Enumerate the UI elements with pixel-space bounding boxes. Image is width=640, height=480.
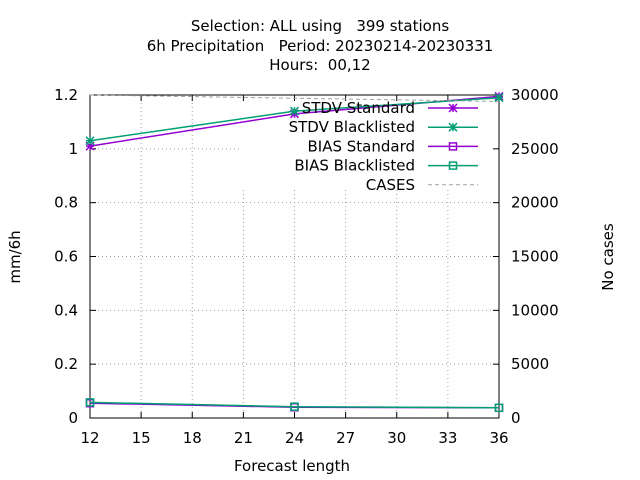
x-tick-label: 15 [132, 429, 151, 447]
star-marker [85, 136, 95, 146]
y2-tick-label: 20000 [511, 194, 559, 212]
y-tick-label: 0 [68, 409, 78, 427]
series-line-cases [89, 94, 500, 102]
legend-label: STDV Blacklisted [289, 118, 415, 136]
x-tick-label: 33 [438, 429, 457, 447]
x-tick-label: 18 [183, 429, 202, 447]
x-axis-label: Forecast length [234, 457, 350, 475]
y-tick-label: 0.2 [54, 355, 78, 373]
legend-item: BIAS Blacklisted [294, 157, 478, 175]
y2-tick-label: 25000 [511, 140, 559, 158]
square-marker [494, 403, 504, 413]
y2-tick-label: 0 [511, 409, 521, 427]
legend-item: STDV Blacklisted [289, 118, 478, 136]
chart-title-line-2: 6h Precipitation Period: 20230214-202303… [146, 37, 494, 55]
y2-tick-label: 30000 [511, 86, 559, 104]
x-tick-label: 30 [387, 429, 406, 447]
square-marker [448, 142, 458, 151]
x-tick-label: 12 [80, 429, 99, 447]
y-axis-label: mm/6h [6, 230, 24, 283]
legend-label: CASES [366, 176, 415, 194]
square-marker [85, 398, 95, 407]
square-marker [448, 161, 458, 170]
star-marker [448, 103, 458, 113]
legend-item: BIAS Standard [307, 137, 478, 155]
legend-label: BIAS Standard [307, 137, 415, 155]
x-tick-label: 21 [234, 429, 253, 447]
x-tick-label: 27 [336, 429, 355, 447]
y2-tick-label: 15000 [511, 248, 559, 266]
legend-label: STDV Standard [302, 99, 415, 117]
y-tick-label: 0.6 [54, 248, 78, 266]
x-tick-label: 24 [285, 429, 304, 447]
y2-axis-label: No cases [599, 223, 617, 291]
y2-tick-label: 10000 [511, 301, 559, 319]
y-tick-label: 1.2 [54, 86, 78, 104]
series-line-bias-blacklisted [89, 401, 500, 409]
y-tick-label: 0.8 [54, 194, 78, 212]
y-tick-label: 0.4 [54, 301, 78, 319]
y2-tick-label: 5000 [511, 355, 549, 373]
chart-title-line-1: Selection: ALL using 399 stations [190, 17, 450, 35]
square-marker [290, 402, 299, 411]
legend-item: STDV Standard [302, 99, 478, 117]
star-marker [494, 93, 504, 103]
x-tick-label: 36 [489, 429, 508, 447]
y-tick-label: 1 [68, 140, 78, 158]
chart-title-line-3: Hours: 00,12 [269, 56, 371, 74]
star-marker [289, 106, 300, 116]
legend-label: BIAS Blacklisted [294, 157, 415, 175]
plot-frame [89, 94, 500, 419]
legend-item: CASES [366, 176, 478, 194]
star-marker [448, 122, 458, 132]
